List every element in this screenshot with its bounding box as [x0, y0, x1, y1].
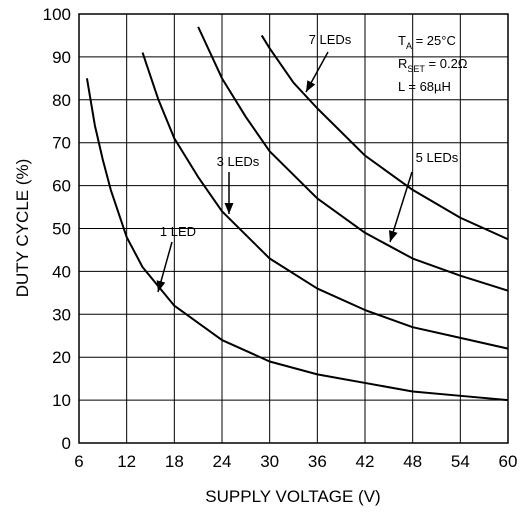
y-tick-label: 30 [52, 305, 71, 324]
y-tick-label: 0 [62, 434, 71, 453]
series-label: 5 LEDs [416, 150, 459, 165]
y-tick-label: 70 [52, 134, 71, 153]
x-tick-label: 30 [260, 452, 279, 471]
arrow-head [306, 80, 316, 92]
series-line [197, 26, 509, 292]
condition-sub: A [406, 41, 412, 51]
condition-main: R [398, 56, 407, 71]
x-tick-label: 12 [117, 452, 136, 471]
y-tick-label: 10 [52, 391, 71, 410]
series-line [260, 34, 509, 241]
series-line [141, 52, 509, 350]
x-tick-label: 24 [213, 452, 232, 471]
arrow-head [156, 280, 166, 292]
x-tick-label: 36 [308, 452, 327, 471]
y-tick-label: 80 [52, 91, 71, 110]
y-tick-label: 20 [52, 348, 71, 367]
y-axis-title: DUTY CYCLE (%) [13, 159, 32, 298]
series-label: 1 LED [160, 224, 196, 239]
arrow-shaft [389, 171, 413, 243]
series-label: 3 LEDs [217, 154, 260, 169]
x-tick-label: 60 [499, 452, 518, 471]
x-tick-label: 18 [165, 452, 184, 471]
condition-sub: SET [407, 64, 425, 74]
condition: RSET = 0.2Ω [398, 56, 468, 74]
x-tick-label: 6 [74, 452, 83, 471]
condition-main: T [398, 33, 406, 48]
condition-rest: = 25°C [412, 33, 456, 48]
x-tick-label: 48 [403, 452, 422, 471]
condition: L = 68µH [398, 79, 451, 94]
y-tick-label: 100 [43, 5, 71, 24]
plot-frame [78, 13, 509, 444]
series-line [85, 78, 509, 402]
x-tick-label: 54 [451, 452, 470, 471]
y-tick-label: 90 [52, 48, 71, 67]
x-axis-title: SUPPLY VOLTAGE (V) [205, 487, 380, 506]
arrow-head [389, 230, 398, 242]
series-label: 7 LEDs [309, 32, 352, 47]
y-tick-label: 50 [52, 220, 71, 239]
y-tick-label: 60 [52, 177, 71, 196]
condition: TA = 25°C [398, 33, 456, 51]
y-tick-label: 40 [52, 262, 71, 281]
arrow-head [224, 203, 234, 214]
x-tick-label: 42 [356, 452, 375, 471]
condition-main: L = 68µH [398, 79, 451, 94]
condition-rest: = 0.2Ω [425, 56, 468, 71]
